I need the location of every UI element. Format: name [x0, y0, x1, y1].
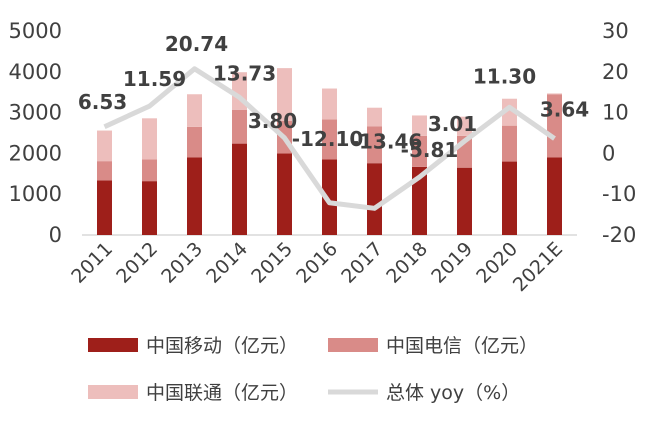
- bar-china-mobile: [547, 157, 562, 235]
- legend-label-total-yoy: 总体 yoy（%）: [386, 382, 520, 404]
- yoy-data-label: 11.59: [123, 67, 186, 91]
- yoy-data-label: 3.64: [540, 98, 589, 122]
- category-label: 2019: [427, 238, 477, 288]
- category-label: 2017: [337, 238, 387, 288]
- category-label: 2013: [157, 238, 207, 288]
- bar-china-mobile: [277, 153, 292, 235]
- bar-china-mobile: [322, 159, 337, 235]
- legend-item-china-telecom: 中国电信（亿元）: [328, 335, 538, 357]
- bar-china-telecom: [322, 119, 337, 160]
- bar-china-unicom: [502, 98, 517, 126]
- category-label: 2018: [382, 238, 432, 288]
- yoy-data-label: 6.53: [78, 90, 127, 114]
- bar-china-mobile: [502, 161, 517, 235]
- bar-china-telecom: [412, 135, 427, 167]
- bar-china-telecom: [142, 159, 157, 182]
- left-tick-label: 2000: [9, 141, 62, 165]
- bar-china-mobile: [187, 157, 202, 235]
- left-tick-label: 1000: [9, 182, 62, 206]
- right-tick-label: 20: [602, 60, 629, 84]
- right-tick-label: -20: [602, 223, 636, 247]
- bar-china-telecom: [97, 161, 112, 181]
- bar-china-unicom: [547, 93, 562, 95]
- legend: 中国移动（亿元） 中国电信（亿元） 中国联通（亿元） 总体 yoy（%）: [88, 335, 538, 404]
- bar-china-telecom: [187, 126, 202, 158]
- yoy-line: [103, 66, 556, 211]
- legend-item-china-unicom: 中国联通（亿元）: [88, 382, 298, 404]
- left-tick-label: 5000: [9, 19, 62, 43]
- bar-china-unicom: [187, 94, 202, 127]
- right-tick-label: 30: [602, 19, 629, 43]
- legend-label-china-unicom: 中国联通（亿元）: [146, 382, 298, 404]
- left-tick-label: 4000: [9, 60, 62, 84]
- legend-label-china-mobile: 中国移动（亿元）: [146, 335, 298, 357]
- bar-china-unicom: [97, 130, 112, 162]
- left-tick-label: 0: [49, 223, 62, 247]
- yoy-data-label: 13.73: [213, 61, 276, 85]
- category-label: 2015: [247, 238, 297, 288]
- category-label: 2016: [292, 238, 342, 288]
- yoy-line-layer: [103, 66, 556, 211]
- right-tick-label: 0: [602, 141, 615, 165]
- left-tick-label: 3000: [9, 101, 62, 125]
- legend-swatch-china-mobile: [88, 338, 138, 352]
- bar-china-telecom: [367, 126, 382, 164]
- bar-china-telecom: [547, 94, 562, 158]
- yoy-data-label: 3.01: [428, 112, 477, 136]
- category-label: 2014: [202, 238, 252, 288]
- bar-china-mobile: [97, 180, 112, 235]
- right-tick-label: -10: [602, 182, 636, 206]
- bar-china-mobile: [232, 143, 247, 235]
- yoy-data-label: -5.81: [401, 138, 459, 162]
- bar-china-unicom: [277, 68, 292, 121]
- category-labels: 2011201220132014201520162017201820192020…: [67, 238, 567, 296]
- bar-china-telecom: [502, 125, 517, 162]
- yoy-data-label: 11.30: [473, 64, 536, 88]
- left-axis: 0 1000 2000 3000 4000 5000: [9, 19, 62, 247]
- right-axis: -20 -10 0 10 20 30: [602, 19, 636, 247]
- yoy-data-label: 3.80: [248, 109, 297, 133]
- legend-swatch-china-unicom: [88, 385, 138, 399]
- yoy-data-label: -12.10: [292, 127, 364, 151]
- bar-china-mobile: [367, 163, 382, 235]
- bar-china-unicom: [412, 115, 427, 136]
- category-label: 2011: [67, 238, 117, 288]
- bar-china-unicom: [322, 88, 337, 120]
- yoy-data-label: 20.74: [165, 32, 228, 56]
- bar-china-mobile: [412, 166, 427, 235]
- legend-label-china-telecom: 中国电信（亿元）: [386, 335, 538, 357]
- bar-china-unicom: [457, 116, 472, 136]
- bar-china-telecom: [232, 109, 247, 144]
- category-label: 2012: [112, 238, 162, 288]
- bar-china-mobile: [142, 181, 157, 235]
- bar-china-unicom: [367, 107, 382, 127]
- legend-item-china-mobile: 中国移动（亿元）: [88, 335, 298, 357]
- legend-swatch-china-telecom: [328, 338, 378, 352]
- yoy-data-label: -13.46: [351, 129, 423, 153]
- category-label: 2021E: [509, 238, 567, 296]
- bar-china-mobile: [457, 167, 472, 235]
- bar-china-unicom: [142, 118, 157, 160]
- right-tick-label: 10: [602, 101, 629, 125]
- legend-item-total-yoy: 总体 yoy（%）: [328, 382, 520, 404]
